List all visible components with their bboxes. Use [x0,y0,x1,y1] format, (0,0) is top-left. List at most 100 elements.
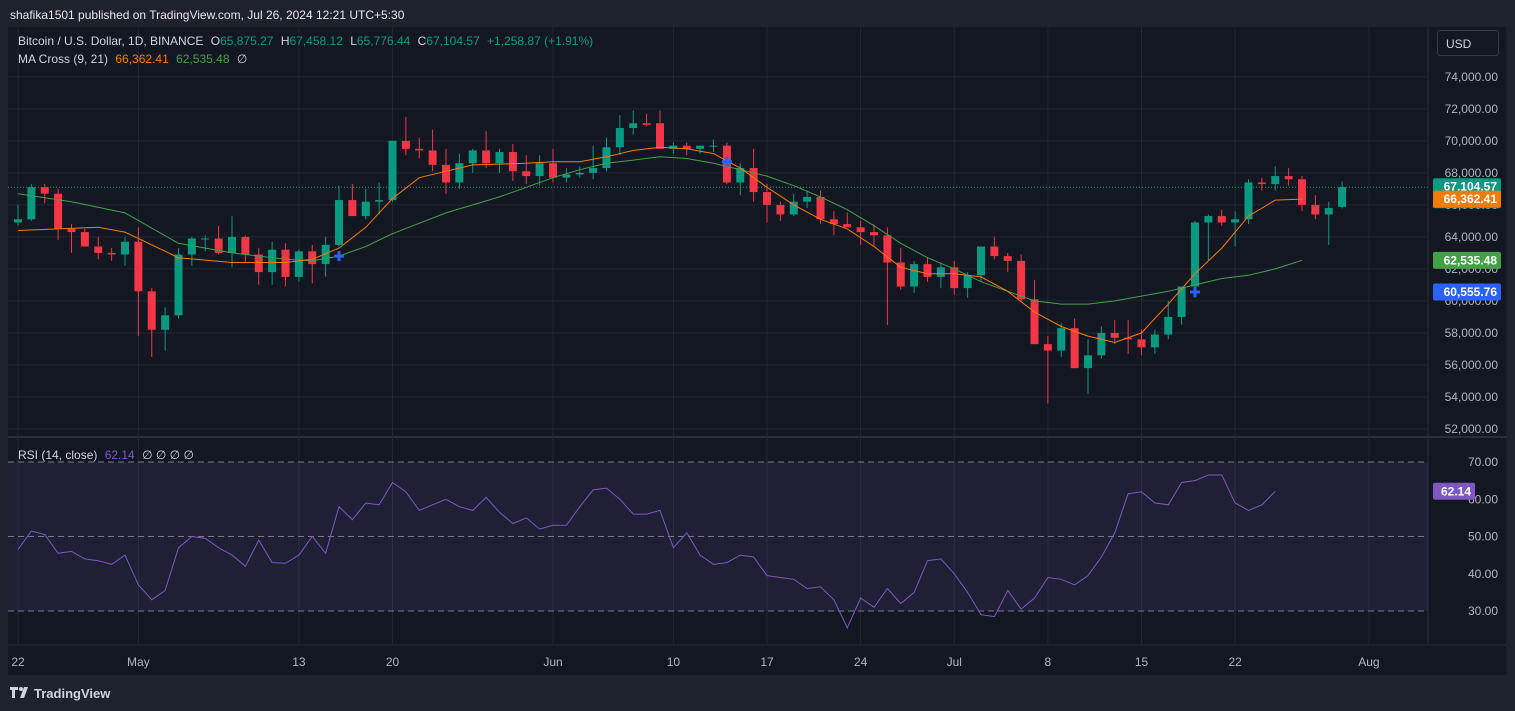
ma-fast-value: 66,362.41 [115,52,169,66]
ohlc-high: H67,458.12 [280,34,343,48]
candle-body [428,150,437,165]
candle-body [508,152,517,172]
candle-body [803,196,812,202]
symbol-title[interactable]: Bitcoin / U.S. Dollar, 1D, BINANCE [18,34,204,48]
tradingview-logo[interactable]: TradingView [10,686,110,701]
candle-body [468,150,477,164]
candle-body [1043,344,1052,351]
time-tick-label: Jul [947,655,962,669]
price-label-text: 67,104.57 [1444,180,1498,194]
candle-body [936,267,945,277]
price-label-box [1433,190,1501,208]
price-change: +1,258.87 (+1.91%) [487,34,594,48]
rsi-tick-label: 40.00 [1468,567,1498,581]
rsi-tick-label: 30.00 [1468,604,1498,618]
time-tick-label: 13 [292,655,306,669]
time-tick-label: 22 [11,655,25,669]
time-tick-label: 22 [1228,655,1242,669]
candle-body [14,219,22,223]
candle-body [80,232,89,247]
candle-body [1097,332,1106,356]
candle-body [1137,339,1146,348]
candle-body [161,315,170,330]
candle-body [187,238,196,255]
ma-cross-marker [334,251,344,262]
candle-body [883,235,892,263]
candle-body [615,128,624,148]
candle-body [749,168,758,193]
candle-body [121,241,129,255]
price-tick-label: 68,000.00 [1445,166,1499,180]
candle-body [1003,256,1012,261]
price-tick-label: 52,000.00 [1445,422,1499,436]
candle-body [1110,332,1119,338]
ma-fast-line [17,146,1303,344]
price-label-box [1433,283,1501,301]
candle-body [950,267,959,289]
candle-body [1124,337,1133,340]
candle-body [535,163,544,177]
candle-body [736,168,745,183]
time-tick-label: 24 [854,655,868,669]
rsi-legend[interactable]: RSI (14, close) 62.14 ∅ ∅ ∅ ∅ [18,448,198,462]
tradingview-brand: TradingView [34,686,111,701]
candle-body [241,236,250,255]
candle-body [174,254,183,316]
chart-frame[interactable]: 52,000.00 54,000.00 56,000.00 58,000.00 60,0… [8,27,1506,675]
candle-body [1244,182,1253,220]
ma-slow-line [17,156,1303,305]
price-label-text: 60,555.76 [1444,285,1498,299]
candle-body [1017,260,1026,300]
time-tick-label: 15 [1135,655,1149,669]
candle-body [602,147,611,169]
price-label-text: 62,535.48 [1444,253,1498,267]
candle-body [789,201,798,215]
candle-body [816,196,825,220]
ohlc-low: L65,776.44 [350,34,411,48]
price-tick-label: 72,000.00 [1445,102,1499,116]
main-legend[interactable]: Bitcoin / U.S. Dollar, 1D, BINANCE O65,8… [18,34,597,48]
candle-body [1070,328,1079,369]
candle-body [843,224,852,228]
candle-body [94,246,103,253]
moving-averages [17,146,1303,344]
ma-title[interactable]: MA Cross (9, 21) [18,52,109,66]
candle-body [977,246,985,276]
time-tick-label: 17 [760,655,774,669]
price-label-text: 66,362.41 [1444,192,1498,206]
candle-body [763,192,771,205]
candle-body [1177,286,1186,317]
price-tick-label: 74,000.00 [1445,70,1499,84]
time-axis[interactable]: 22 May 13 20 Jun 10 17 24 Jul 8 15 22 Aug [11,655,1379,669]
candle-body [910,264,919,287]
candle-body [896,262,905,287]
candle-body [870,232,878,236]
candle-body [388,140,397,201]
candle-body [294,251,303,277]
candle-body [642,123,651,125]
time-tick-label: 8 [1045,655,1052,669]
ohlc-open: O65,875.27 [210,34,274,48]
rsi-title[interactable]: RSI (14, close) [18,448,98,462]
candle-body [669,145,678,149]
chart-canvas[interactable]: 52,000.0054,000.0056,000.0058,000.0060,0… [8,27,1506,675]
candle-body [201,238,210,240]
ma-legend[interactable]: MA Cross (9, 21) 66,362.41 62,535.48 ∅ [18,52,251,66]
candle-body [575,172,584,175]
candle-body [1150,334,1159,348]
candle-body [40,187,49,194]
candle-body [549,163,557,178]
ma-cross-marker [721,156,732,167]
candle-body [696,145,705,149]
candle-body [254,254,263,273]
rsi-line [17,474,1276,629]
price-label-box [1433,251,1501,269]
currency-button[interactable]: USD [1437,30,1499,56]
candle-body [495,152,504,164]
grid [8,27,1506,646]
price-tick-label: 64,000.00 [1445,230,1499,244]
candle-body [401,140,410,149]
candle-body [682,145,691,149]
candle-body [482,150,491,164]
candle-body [321,244,330,265]
